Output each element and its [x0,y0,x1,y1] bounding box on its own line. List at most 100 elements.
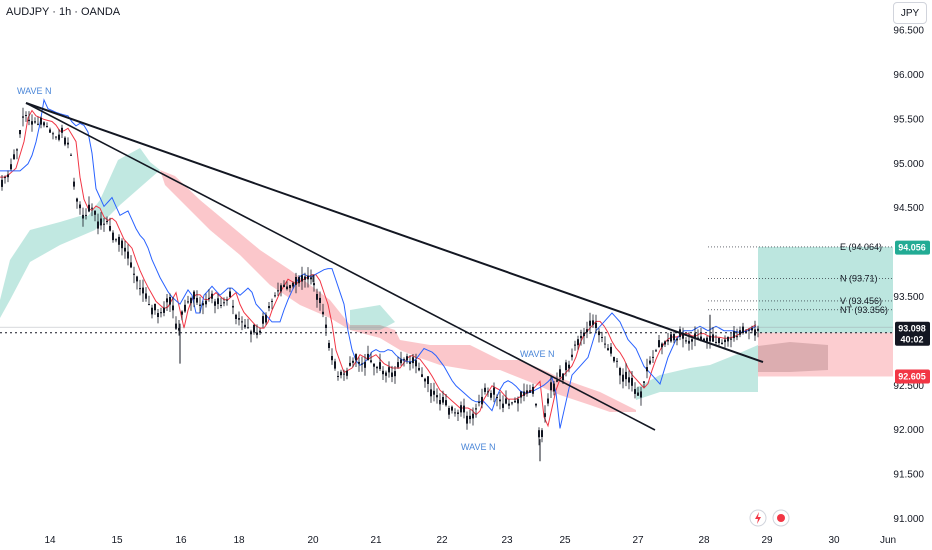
x-tick-label: 14 [44,535,56,546]
candle-body [124,247,126,252]
candle-body [322,311,324,315]
candle-body [607,348,609,351]
candle-body [463,405,465,413]
candle-body [130,262,132,268]
candlesticks [1,107,759,462]
candle-body [88,204,90,212]
x-tick-label: 23 [501,535,513,546]
candle-body [160,312,162,314]
candle-body [22,116,24,118]
candle-body [556,380,558,382]
candle-body [298,277,300,284]
candle-body [490,393,492,398]
stop-price-box [895,369,930,384]
candle-body [208,297,210,300]
y-tick-label: 91.500 [893,470,924,481]
candle-body [547,398,549,404]
price-axis[interactable]: 96.500 96.000 95.500 95.000 94.500 93.500 92.5… [893,26,924,525]
bearish-cloud [160,170,636,412]
candle-body [79,204,81,209]
candle-body [31,121,33,125]
candle-body [559,369,561,377]
candle-body [667,340,669,342]
candle-body [85,214,87,216]
candle-body [337,376,339,377]
candle-body [514,400,516,403]
candle-body [37,123,39,125]
candle-body [673,334,675,341]
candle-body [403,359,405,361]
currency-button[interactable]: JPY [893,2,927,24]
candle-body [682,332,684,339]
candle-body [598,331,600,336]
candle-body [622,374,624,382]
stop-zone [758,332,893,377]
candle-body [169,297,171,305]
candle-body [493,387,495,395]
candle-body [613,356,615,362]
candle-body [49,129,51,133]
candle-body [535,403,537,406]
candle-body [391,372,393,377]
candle-body [472,413,474,419]
candle-body [265,314,267,323]
axis-icons[interactable] [749,509,790,527]
candle-body [748,329,750,331]
candle-body [631,377,633,386]
candle-body [172,305,174,311]
candle-body [343,373,345,375]
candle-body [256,332,258,335]
candle-body [235,314,237,319]
candle-body [58,134,60,140]
candle-body [271,300,273,302]
candle-body [757,328,759,331]
candle-body [454,412,456,414]
time-axis[interactable]: 14 15 16 18 20 21 22 23 25 27 28 29 30 Jun [44,535,896,546]
x-tick-label: 25 [559,535,571,546]
candle-body [676,338,678,341]
candle-body [418,368,420,371]
candle-body [412,357,414,364]
candle-body [520,391,522,398]
candle-body [118,236,120,245]
candle-body [541,430,543,437]
y-tick-label: 96.500 [893,26,924,37]
candle-body [700,336,702,340]
candle-body [307,275,309,280]
candle-body [643,381,645,383]
candle-body [424,378,426,382]
long-position-box[interactable] [758,246,893,377]
candle-body [394,371,396,377]
x-tick-label: 16 [175,535,187,546]
candle-body [274,295,276,297]
candle-body [427,376,429,384]
countdown-text: 40:02 [900,335,923,345]
candle-body [661,343,663,348]
candle-body [202,303,204,306]
candle-body [502,403,504,408]
candle-body [664,341,666,345]
trendlines[interactable] [25,102,764,431]
candle-body [526,390,528,394]
candle-body [304,276,306,280]
lower-trendline [25,102,656,431]
candle-body [754,329,756,336]
candle-body [625,371,627,380]
candle-body [175,323,177,329]
candle-body [325,324,327,328]
candle-body [289,285,291,289]
record-icon-dot [777,514,785,522]
candle-body [238,318,240,320]
candle-body [166,298,168,303]
y-tick-label: 94.500 [893,203,924,214]
candle-body [562,373,564,381]
candle-body [76,198,78,202]
candle-body [109,226,111,231]
x-tick-label: 20 [307,535,319,546]
future-cloud [758,342,828,372]
x-tick-label: 18 [233,535,245,546]
candle-body [25,115,27,116]
candle-body [409,361,411,364]
